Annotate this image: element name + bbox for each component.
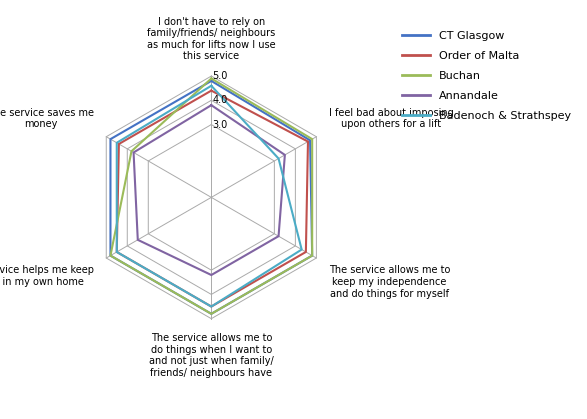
Text: 5.0: 5.0 (212, 71, 228, 81)
Text: The service saves me
money: The service saves me money (0, 108, 94, 129)
Text: The service allows me to
do things when I want to
and not just when family/
frie: The service allows me to do things when … (149, 333, 274, 378)
Text: 3.0: 3.0 (212, 119, 228, 129)
Text: I don't have to rely on
family/friends/ neighbours
as much for lifts now I use
t: I don't have to rely on family/friends/ … (147, 17, 276, 62)
Legend: CT Glasgow, Order of Malta, Buchan, Annandale, Badenoch & Strathspey: CT Glasgow, Order of Malta, Buchan, Anna… (398, 26, 576, 125)
Text: 4.0: 4.0 (212, 95, 228, 105)
Text: I feel bad about imposing
upon others for a lift: I feel bad about imposing upon others fo… (329, 108, 454, 129)
Text: The service allows me to
keep my independence
and do things for myself: The service allows me to keep my indepen… (329, 265, 450, 298)
Text: The service helps me keep
living in my own home: The service helps me keep living in my o… (0, 265, 94, 287)
